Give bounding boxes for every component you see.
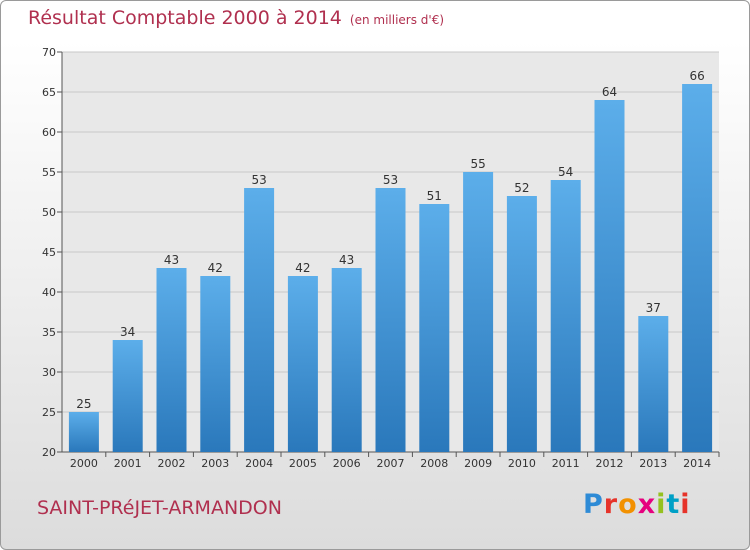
y-tick-label: 70 [42, 46, 56, 59]
y-tick-label: 30 [42, 366, 56, 379]
x-tick-label: 2001 [114, 457, 142, 470]
x-tick-label: 2009 [464, 457, 492, 470]
chart-title-block: Résultat Comptable 2000 à 2014 (en millie… [28, 7, 444, 29]
chart-title: Résultat Comptable 2000 à 2014 [28, 7, 342, 29]
bar-value-label: 54 [558, 165, 573, 179]
x-tick-label: 2004 [245, 457, 273, 470]
y-tick-label: 45 [42, 246, 56, 259]
bar [419, 204, 450, 452]
bar-value-label: 53 [383, 173, 398, 187]
bar-value-label: 52 [514, 181, 529, 195]
bar-value-label: 66 [689, 69, 704, 83]
bar-value-label: 43 [339, 253, 354, 267]
bar [112, 340, 143, 452]
x-tick-label: 2008 [420, 457, 448, 470]
bar-value-label: 55 [470, 157, 485, 171]
y-tick-label: 60 [42, 126, 56, 139]
bar [375, 188, 406, 452]
commune-name: SAINT-PRéJET-ARMANDON [37, 497, 282, 519]
bar [550, 180, 581, 452]
x-tick-label: 2007 [377, 457, 405, 470]
bar [682, 84, 713, 452]
bar [594, 100, 625, 452]
x-tick-label: 2013 [639, 457, 667, 470]
bar-value-label: 51 [427, 189, 442, 203]
x-tick-label: 2000 [70, 457, 98, 470]
x-tick-label: 2002 [158, 457, 186, 470]
bar-value-label: 34 [120, 325, 135, 339]
bar [244, 188, 275, 452]
bar-value-label: 42 [295, 261, 310, 275]
bar-value-label: 53 [251, 173, 266, 187]
bar-value-label: 64 [602, 85, 617, 99]
bar [331, 268, 362, 452]
y-tick-label: 55 [42, 166, 56, 179]
y-tick-label: 40 [42, 286, 56, 299]
bar [506, 196, 537, 452]
chart-unit: (en milliers d'€) [349, 13, 445, 27]
x-tick-label: 2014 [683, 457, 711, 470]
bar [156, 268, 187, 452]
bar-value-label: 25 [76, 397, 91, 411]
x-tick-label: 2006 [333, 457, 361, 470]
x-tick-label: 2005 [289, 457, 317, 470]
bar-value-label: 43 [164, 253, 179, 267]
bar [68, 412, 99, 452]
bar [200, 276, 231, 452]
x-tick-label: 2012 [596, 457, 624, 470]
bar-value-label: 37 [646, 301, 661, 315]
y-tick-label: 65 [42, 86, 56, 99]
x-tick-label: 2011 [552, 457, 580, 470]
y-tick-label: 20 [42, 446, 56, 459]
bar [638, 316, 669, 452]
proxiti-logo: Proxiti [583, 489, 691, 520]
y-tick-label: 25 [42, 406, 56, 419]
bar [287, 276, 318, 452]
y-tick-label: 35 [42, 326, 56, 339]
bar [463, 172, 494, 452]
x-tick-label: 2010 [508, 457, 536, 470]
y-tick-label: 50 [42, 206, 56, 219]
bar-value-label: 42 [208, 261, 223, 275]
x-tick-label: 2003 [201, 457, 229, 470]
